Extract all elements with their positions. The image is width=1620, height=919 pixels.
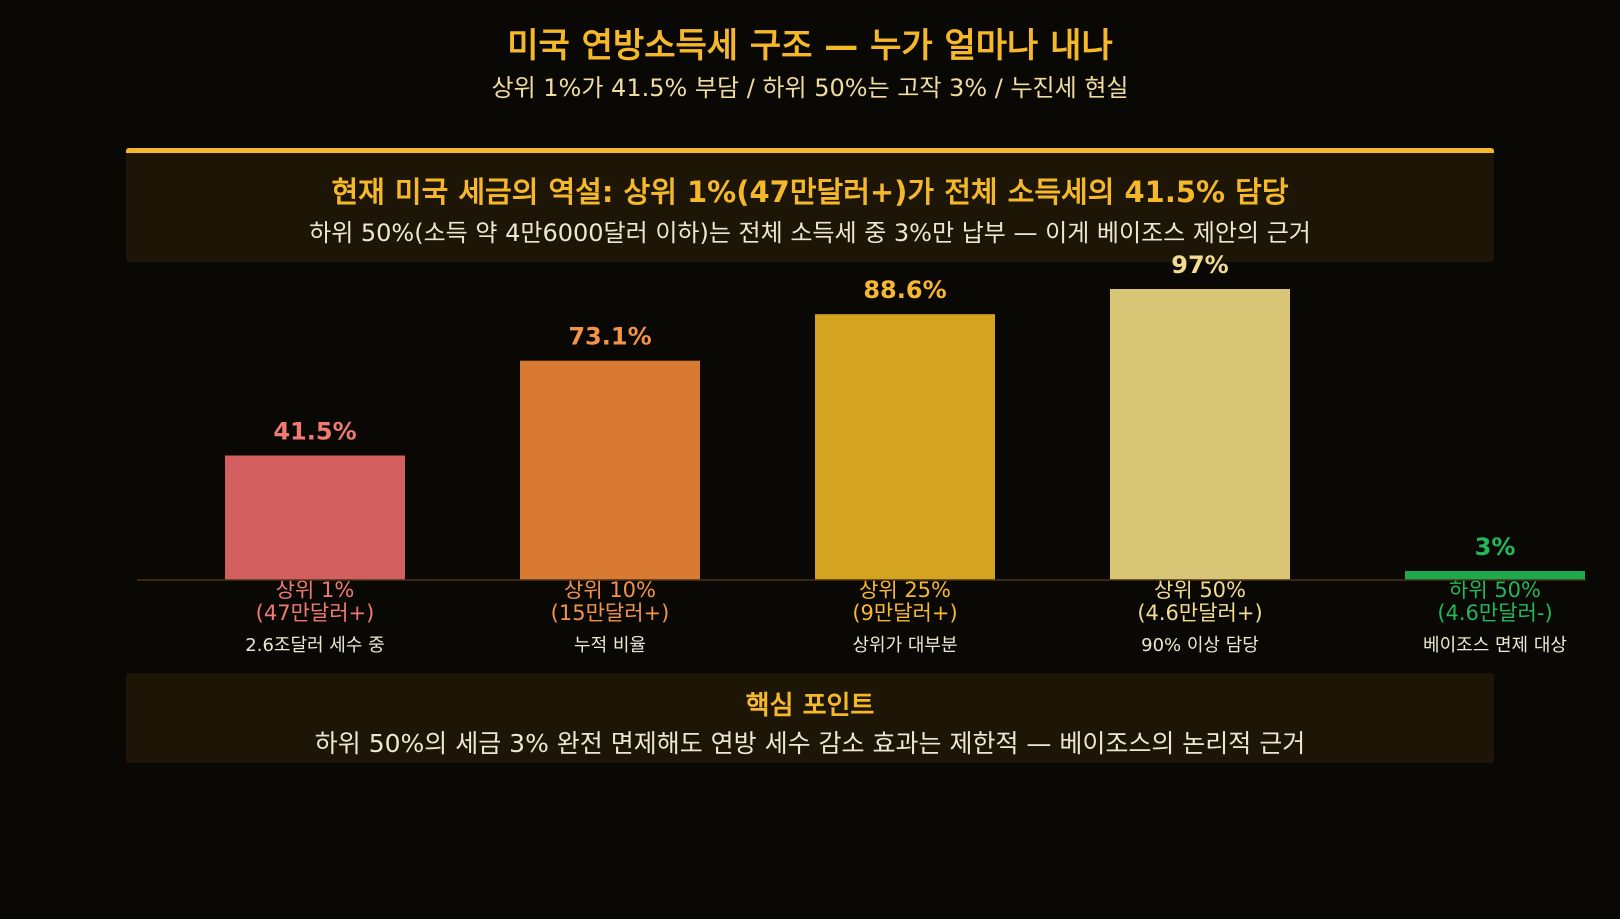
keypoint-box: 핵심 포인트 하위 50%의 세금 3% 완전 면제해도 연방 세수 감소 효과… [126, 673, 1494, 763]
category-sublabel-1: (47만달러+) [256, 601, 375, 625]
category-label-5: 하위 50% [1449, 578, 1541, 602]
category-note-3: 상위가 대부분 [852, 635, 957, 656]
highlight-banner: 현재 미국 세금의 역설: 상위 1%(47만달러+)가 전체 소득세의 41.… [126, 148, 1494, 262]
category-note-2: 누적 비율 [574, 635, 646, 656]
keypoint-text: 하위 50%의 세금 3% 완전 면제해도 연방 세수 감소 효과는 제한적 —… [314, 729, 1306, 758]
bar-4 [1110, 289, 1290, 580]
banner-title: 현재 미국 세금의 역설: 상위 1%(47만달러+)가 전체 소득세의 41.… [331, 175, 1289, 209]
category-note-1: 2.6조달러 세수 중 [245, 635, 384, 656]
category-label-2: 상위 10% [564, 578, 656, 602]
keypoint-title: 핵심 포인트 [745, 691, 875, 721]
category-note-4: 90% 이상 담당 [1141, 635, 1259, 656]
category-label-1: 상위 1% [276, 578, 355, 602]
bar-value-label-1: 41.5% [273, 418, 356, 446]
bar-value-label-4: 97% [1171, 251, 1228, 279]
bar-5 [1405, 571, 1585, 580]
bar-1 [225, 455, 405, 580]
bar-value-label-3: 88.6% [863, 276, 946, 304]
banner-text: 하위 50%(소득 약 4만6000달러 이하)는 전체 소득세 중 3%만 납… [309, 219, 1311, 247]
bar-3 [815, 314, 995, 580]
category-sublabel-3: (9만달러+) [852, 601, 957, 625]
category-note-5: 베이조스 면제 대상 [1423, 635, 1567, 656]
category-sublabel-4: (4.6만달러+) [1137, 601, 1262, 625]
bar-value-label-2: 73.1% [568, 323, 651, 351]
category-label-3: 상위 25% [859, 578, 951, 602]
category-label-4: 상위 50% [1154, 578, 1246, 602]
page-subtitle: 상위 1%가 41.5% 부담 / 하위 50%는 고작 3% / 누진세 현실 [491, 74, 1129, 102]
category-sublabel-5: (4.6만달러-) [1437, 601, 1552, 625]
bar-value-label-5: 3% [1475, 533, 1516, 561]
page-title: 미국 연방소득세 구조 — 누가 얼마나 내나 [507, 26, 1113, 66]
category-sublabel-2: (15만달러+) [551, 601, 670, 625]
bar-2 [520, 360, 700, 580]
